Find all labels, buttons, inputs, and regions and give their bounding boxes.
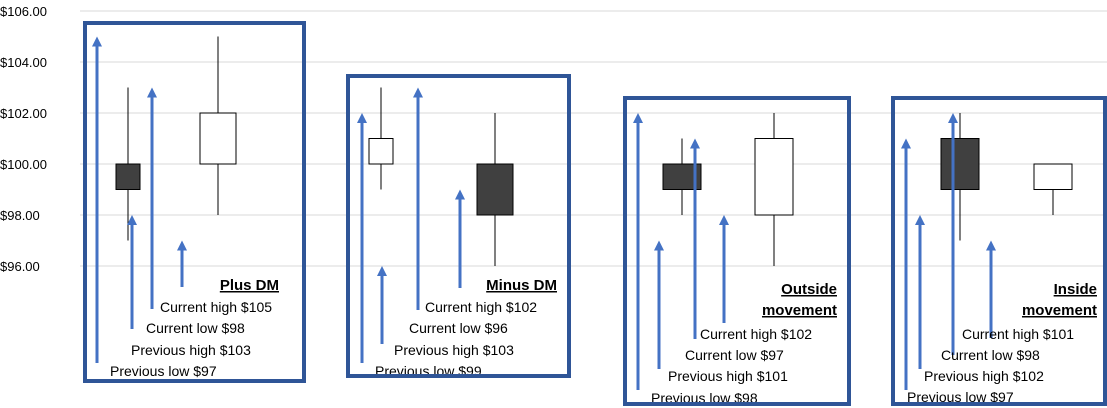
y-tick-label: $100.00 xyxy=(0,157,47,172)
price-label: Previous high $103 xyxy=(131,342,251,358)
arrow-head xyxy=(357,113,367,123)
panel-box xyxy=(623,96,851,406)
price-label: Previous high $101 xyxy=(668,368,788,384)
panel-title: Plus DM xyxy=(220,277,279,294)
price-label: Current low $98 xyxy=(146,320,245,336)
price-label: Current high $101 xyxy=(962,326,1074,342)
arrow-head xyxy=(147,87,157,98)
panel-title: Outside xyxy=(781,281,837,298)
price-label: Current high $105 xyxy=(160,299,272,315)
bullish-candle-body xyxy=(1033,163,1073,190)
arrow-head xyxy=(92,36,102,47)
y-tick-label: $106.00 xyxy=(0,4,47,19)
arrow-head xyxy=(719,215,729,225)
arrow-head xyxy=(986,240,996,251)
panel-title: Minus DM xyxy=(486,277,557,294)
panel-box xyxy=(891,96,1107,406)
arrow-head xyxy=(377,266,387,276)
price-label: Current low $96 xyxy=(409,320,508,336)
bearish-candle-body xyxy=(476,163,514,216)
y-tick-label: $98.00 xyxy=(0,208,40,223)
y-tick-label: $96.00 xyxy=(0,259,40,274)
price-label: Current high $102 xyxy=(700,326,812,342)
arrow-head xyxy=(177,240,187,251)
arrow-head xyxy=(654,240,664,251)
bullish-candle-body xyxy=(754,138,794,216)
price-label: Current low $98 xyxy=(941,347,1040,363)
price-label: Previous low $97 xyxy=(110,363,217,379)
price-label: Current high $102 xyxy=(425,299,537,315)
arrow-head xyxy=(455,189,465,200)
panel-title: Inside xyxy=(1054,281,1097,298)
arrow-head xyxy=(690,138,700,149)
arrow-head xyxy=(413,87,423,98)
panel-box xyxy=(83,21,306,383)
arrow-head xyxy=(948,113,958,123)
price-label: Previous high $103 xyxy=(394,342,514,358)
price-label: Current low $97 xyxy=(685,347,784,363)
bearish-candle-body xyxy=(115,163,141,190)
arrow-head xyxy=(901,138,911,149)
y-tick-label: $102.00 xyxy=(0,106,47,121)
arrow-head xyxy=(915,215,925,225)
price-label: Previous low $97 xyxy=(907,389,1014,405)
bullish-candle-body xyxy=(199,112,237,165)
y-tick-label: $104.00 xyxy=(0,55,47,70)
arrow-head xyxy=(127,215,137,225)
bullish-candle-body xyxy=(368,138,394,165)
price-label: Previous high $102 xyxy=(924,368,1044,384)
panel-title: movement xyxy=(762,302,837,319)
arrow-head xyxy=(633,113,643,123)
panel-box xyxy=(346,74,571,378)
panel-title: movement xyxy=(1022,302,1097,319)
bearish-candle-body xyxy=(940,138,980,190)
